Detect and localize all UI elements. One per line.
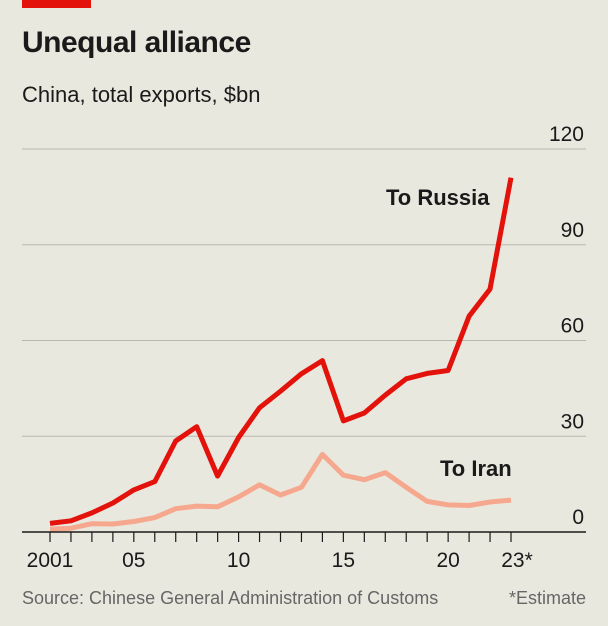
x-tick-label-2010: 10 [227, 549, 250, 572]
estimate-note: *Estimate [508, 588, 586, 608]
series-label-iran: To Iran [440, 456, 512, 481]
series-line-to-russia [49, 177, 514, 526]
x-tick-label-2005: 05 [122, 549, 145, 572]
y-tick-label-90: 90 [561, 219, 584, 242]
source-note: Source: Chinese General Administration o… [22, 588, 439, 608]
x-tick-label-2023: 23* [501, 549, 533, 572]
y-tick-label-60: 60 [561, 315, 584, 338]
y-tick-label-30: 30 [561, 410, 584, 433]
accent-bar [22, 0, 91, 8]
x-tick-label-2015: 15 [332, 549, 355, 572]
chart-subtitle: China, total exports, $bn [22, 82, 261, 107]
chart-title: Unequal alliance [22, 26, 251, 59]
x-axis: 2001 05 10 15 20 23* [22, 531, 586, 572]
series-lines [49, 177, 514, 532]
x-tick-label-2001: 2001 [27, 549, 74, 572]
grid-lines: 0 30 60 90 120 [22, 123, 586, 529]
series-label-russia: To Russia [386, 185, 490, 210]
y-tick-label-120: 120 [549, 123, 584, 146]
chart-footer: Source: Chinese General Administration o… [22, 588, 586, 609]
y-tick-label-0: 0 [572, 506, 584, 529]
series-line-to-iran [49, 451, 512, 532]
x-tick-label-2020: 20 [436, 549, 459, 572]
